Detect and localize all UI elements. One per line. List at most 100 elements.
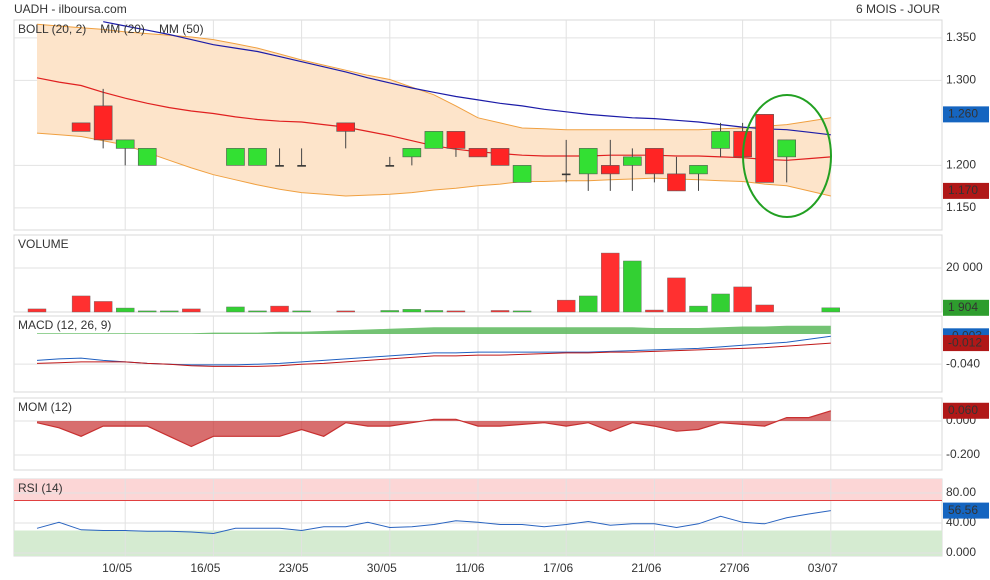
macd-histogram: [37, 325, 831, 335]
volume-bar: [182, 308, 201, 313]
candle-body: [623, 156, 642, 166]
legend-label: BOLL (20, 2): [18, 22, 86, 36]
candle-body: [777, 139, 797, 158]
volume-bar: [402, 309, 422, 313]
last-value-box: [943, 299, 989, 316]
candle-body: [645, 148, 664, 175]
volume-bar: [380, 310, 399, 313]
candle-body: [578, 148, 598, 175]
volume-bar: [292, 310, 311, 313]
candle-body: [275, 165, 284, 167]
candle-body: [402, 148, 422, 158]
x-tick-label: 11/06: [455, 561, 484, 575]
y-tick-label: 1.350: [946, 30, 976, 44]
volume-bar: [248, 310, 267, 313]
volume-bar: [667, 277, 686, 313]
candle-body: [446, 131, 466, 149]
candle-body: [248, 148, 267, 166]
bollinger-upper: [36, 23, 831, 131]
volume-bar: [623, 260, 642, 313]
y-tick-label: -0.200: [946, 447, 980, 461]
candle-body: [490, 148, 510, 166]
volume-bar: [755, 304, 774, 313]
volume-bar: [71, 295, 91, 313]
volume-bar: [733, 286, 752, 313]
last-value-label: -0.012: [948, 335, 982, 349]
y-tick-label: 1.150: [946, 200, 976, 214]
candle-body: [297, 165, 306, 167]
y-tick-label: 40.00: [946, 515, 976, 529]
last-value-label: 1.170: [948, 183, 978, 197]
x-tick-label: 16/05: [190, 561, 220, 575]
last-value-label: 1.260: [948, 107, 978, 121]
x-tick-label: 10/05: [102, 561, 132, 575]
candle-body: [468, 148, 488, 158]
x-tick-label: 27/06: [720, 561, 750, 575]
legend-label: RSI (14): [18, 481, 63, 495]
last-value-label: 1 904: [948, 300, 978, 314]
candle-body: [600, 165, 620, 175]
x-tick-label: 23/05: [279, 561, 309, 575]
volume-bar: [645, 309, 664, 313]
candle-body: [711, 131, 730, 149]
volume-bar: [93, 301, 113, 313]
candle-body: [424, 131, 444, 149]
y-tick-label: 0.000: [946, 545, 976, 559]
last-value-label: 56.56: [948, 503, 978, 517]
legend-label: MACD (12, 26, 9): [18, 318, 111, 332]
y-tick-label: 1.200: [946, 158, 976, 172]
volume-bar: [115, 307, 135, 313]
legend-label: MOM (12): [18, 400, 72, 414]
y-tick-label: 20 000: [946, 260, 983, 274]
legend-label: MM (50): [159, 22, 204, 36]
candle-body: [336, 122, 356, 132]
period: 6 MOIS - JOUR: [856, 2, 940, 16]
volume-bar: [446, 310, 466, 313]
last-value-box: [943, 402, 989, 419]
legend-label: MM (20): [100, 22, 145, 36]
x-tick-label: 21/06: [631, 561, 661, 575]
last-value-box: [943, 182, 989, 199]
candle-body: [689, 165, 708, 175]
candle-body: [226, 148, 245, 166]
candle-body: [93, 105, 113, 141]
y-tick-label: 1.300: [946, 73, 976, 87]
volume-bar: [689, 305, 708, 313]
last-value-label: 0.060: [948, 403, 978, 417]
indicator-line: [36, 342, 831, 367]
last-value-box: [943, 335, 989, 352]
volume-bar: [424, 310, 444, 313]
volume-bar: [226, 306, 245, 313]
volume-bar: [138, 310, 157, 313]
volume-bar: [270, 305, 289, 313]
volume-bar: [27, 308, 47, 313]
candle-body: [512, 165, 532, 183]
highlight-circle: [742, 94, 832, 218]
volume-bar: [711, 293, 730, 313]
candle-body: [137, 148, 157, 166]
candle-body: [755, 114, 774, 183]
volume-bar: [160, 310, 179, 313]
candle-body: [115, 139, 135, 149]
volume-bar: [579, 295, 598, 313]
last-value-box: [943, 106, 989, 123]
last-value-box: [943, 502, 989, 519]
legend-label: VOLUME: [18, 237, 69, 251]
candle-body: [71, 122, 91, 132]
momentum-line: [36, 410, 831, 448]
momentum-area: [37, 410, 831, 447]
volume-bar: [336, 310, 355, 313]
volume-bar: [601, 252, 620, 313]
candle-body: [561, 173, 571, 176]
candle-body: [667, 173, 686, 192]
volume-bar: [821, 307, 840, 313]
x-tick-label: 17/06: [543, 561, 573, 575]
x-tick-label: 03/07: [808, 561, 838, 575]
indicator-line: [36, 510, 831, 535]
volume-bar: [490, 310, 510, 313]
volume-bar: [512, 310, 532, 313]
y-tick-label: 80.00: [946, 485, 976, 499]
volume-bar: [557, 299, 576, 313]
moving-average: [103, 21, 831, 136]
